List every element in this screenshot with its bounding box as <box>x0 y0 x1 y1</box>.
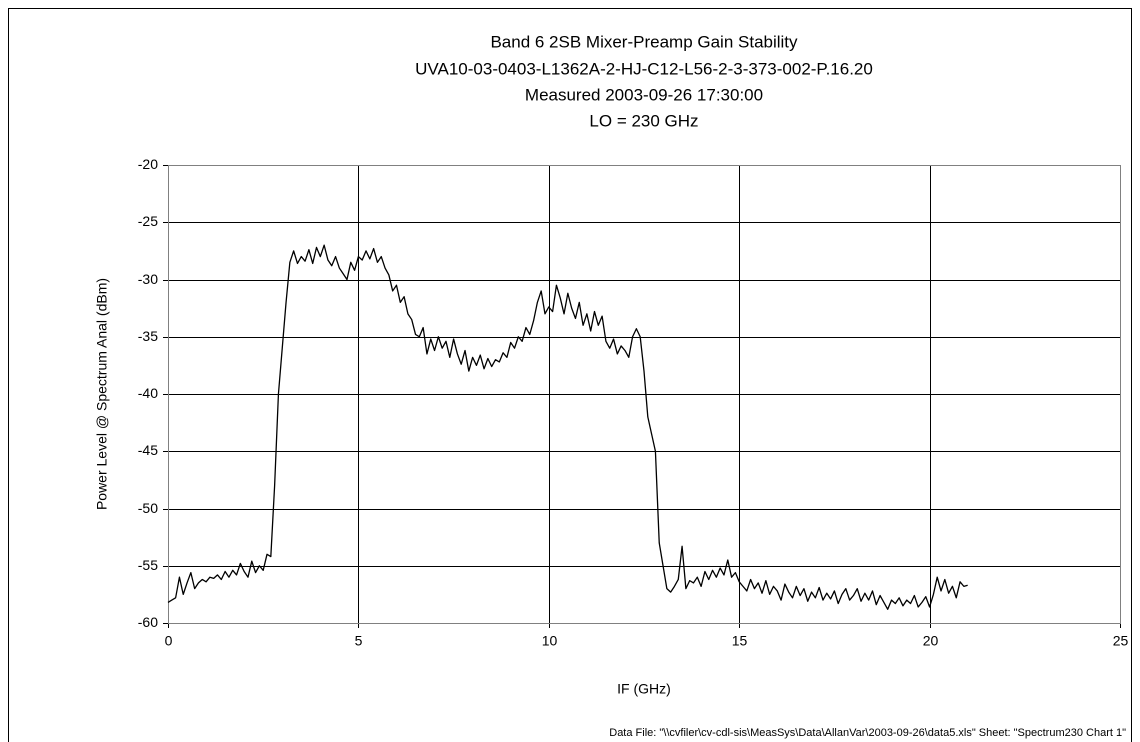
y-tick-label: -30 <box>138 271 158 287</box>
y-tick-label: -60 <box>138 614 158 630</box>
y-tick-label: -25 <box>138 213 158 229</box>
chart-subtitle: UVA10-03-0403-L1362A-2-HJ-C12-L56-2-3-37… <box>415 59 873 78</box>
y-tick-label: -45 <box>138 442 158 458</box>
chart-subtitle: LO = 230 GHz <box>589 111 698 130</box>
data-file-note: Data File: "\\cvfiler\cv-cdl-sis\MeasSys… <box>609 727 1126 739</box>
x-tick-label: 20 <box>923 633 939 649</box>
chart-title: Band 6 2SB Mixer-Preamp Gain Stability <box>490 32 798 51</box>
x-tick-label: 0 <box>165 633 173 649</box>
data-line <box>167 244 968 610</box>
x-tick-label: 10 <box>542 633 558 649</box>
x-tick-label: 25 <box>1113 633 1129 649</box>
x-tick-label: 5 <box>355 633 363 649</box>
chart-subtitle: Measured 2003-09-26 17:30:00 <box>525 85 763 104</box>
x-tick-label: 15 <box>732 633 748 649</box>
y-tick-label: -50 <box>138 500 158 516</box>
y-axis-label: Power Level @ Spectrum Anal (dBm) <box>94 278 110 510</box>
plot-frame <box>168 165 1121 624</box>
y-tick-label: -35 <box>138 328 158 344</box>
y-tick-label: -40 <box>138 385 158 401</box>
y-tick-label: -20 <box>138 156 158 172</box>
y-tick-label: -55 <box>138 557 158 573</box>
x-axis-label: IF (GHz) <box>617 681 671 697</box>
